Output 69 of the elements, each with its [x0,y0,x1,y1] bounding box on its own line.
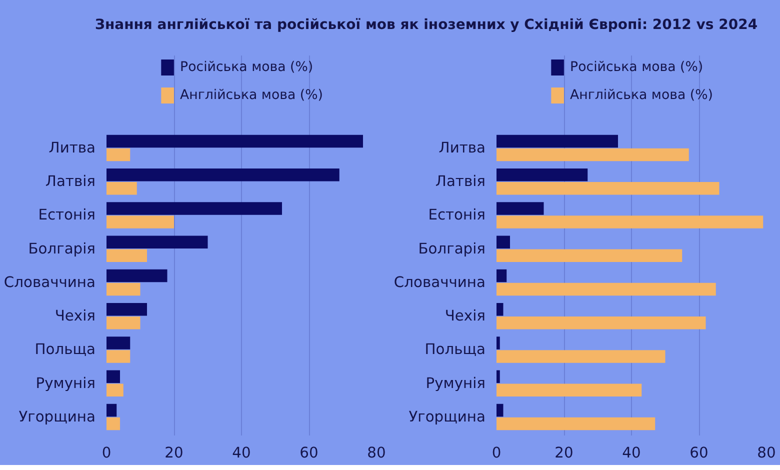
bar [496,236,510,249]
bar [106,236,208,249]
bar [106,249,147,262]
x-tick-label: 0 [102,444,112,462]
x-tick-label: 20 [554,444,574,462]
bar [106,336,130,350]
bar [106,182,137,195]
bar [106,134,363,148]
bar [106,417,120,430]
bar [106,282,140,296]
bar [496,168,588,182]
x-tick-label: 0 [492,444,502,462]
y-tick-label: Чехія [444,308,486,325]
y-tick-label: Угорщина [18,408,96,426]
bar [496,202,544,215]
bar [496,148,689,162]
x-tick-label: 20 [164,444,184,462]
text: Знання англійської та російської мов як іноземних у Східній Європі: 2012 vs 2024 [95,16,758,35]
y-tick-label: Румунія [36,374,96,392]
bar [496,216,764,228]
bar [106,316,140,330]
bar [496,404,504,417]
bar [106,404,117,417]
y-tick-label: Чехія [54,308,96,325]
bar [106,370,120,384]
y-tick-label: Польща [424,341,486,358]
x-tick-label: 80 [757,444,776,462]
bar [496,303,504,316]
legend-label: Англійська мова (%) [180,88,323,102]
y-tick-label: Естонія [38,206,96,224]
y-tick-label: Угорщина [408,408,486,426]
bar [106,216,174,228]
x-tick-label: 60 [300,444,318,462]
y-tick-label: Румунія [426,374,486,392]
bar [496,370,500,384]
bar [106,384,124,396]
legend-label: Англійська мова (%) [570,88,713,102]
y-tick-label: Болгарія [28,240,96,258]
y-tick-label: Естонія [428,206,486,224]
bar [496,282,716,296]
legend-label: Російська мова (%) [570,60,704,74]
bar [106,269,168,282]
x-tick-label: 40 [232,444,251,462]
y-tick-label: Болгарія [418,240,486,258]
x-tick-label: 40 [622,444,641,462]
y-tick-label: Словаччина [394,274,486,291]
x-tick-label: 60 [690,444,708,462]
bar [106,148,130,162]
bar [496,269,507,282]
bar [106,202,282,215]
y-tick-label: Словаччина [4,274,96,291]
bar [106,350,130,363]
bar [496,182,720,195]
y-tick-label: Литва [48,139,96,156]
bar [106,168,340,182]
bar [496,384,642,396]
bar [106,303,147,316]
bar [496,336,500,350]
bar [496,350,666,363]
y-tick-label: Литва [438,139,486,156]
y-tick-label: Латвія [45,173,96,190]
bar [496,417,656,430]
bar [496,249,682,262]
y-tick-label: Латвія [435,173,486,190]
y-tick-label: Польща [34,341,96,358]
bar [496,134,618,148]
legend-label: Російська мова (%) [180,60,314,74]
x-tick-label: 80 [367,444,386,462]
bar [496,316,706,330]
